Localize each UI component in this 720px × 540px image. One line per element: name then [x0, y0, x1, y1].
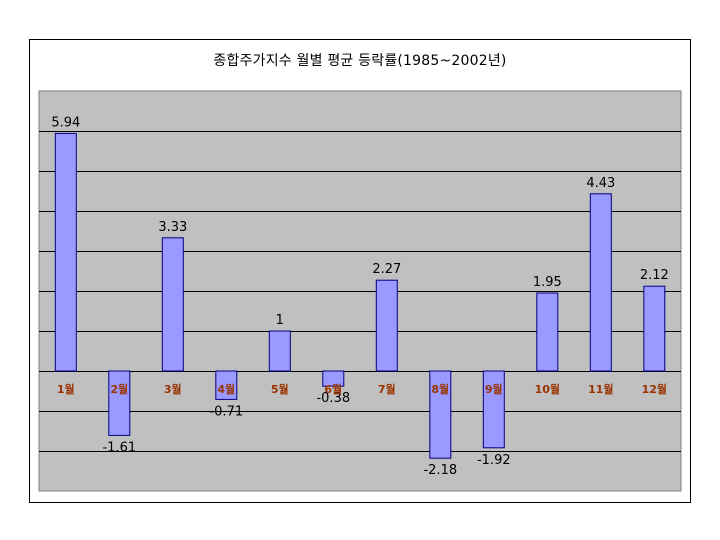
bar-5	[268, 330, 291, 372]
category-label-4: 4월	[217, 382, 235, 396]
bar-11	[589, 193, 612, 372]
category-label-10: 10월	[535, 382, 560, 396]
bar-4	[215, 370, 238, 400]
data-label-4: -0.71	[209, 404, 243, 419]
bar-1	[54, 132, 77, 372]
bar-7	[375, 279, 398, 372]
data-label-8: -2.18	[423, 463, 457, 478]
category-label-11: 11월	[588, 382, 613, 396]
data-label-10: 1.95	[533, 275, 562, 290]
data-label-2: -1.61	[102, 440, 136, 455]
bar-6	[322, 370, 345, 387]
bar-12	[643, 285, 666, 372]
data-label-9: -1.92	[477, 453, 511, 468]
data-label-1: 5.94	[51, 115, 80, 130]
bar-2	[108, 370, 131, 436]
category-label-5: 5월	[271, 382, 289, 396]
category-label-6: 6월	[324, 382, 342, 396]
category-label-8: 8월	[431, 382, 449, 396]
category-label-9: 9월	[485, 382, 503, 396]
bar-9	[482, 370, 505, 449]
bar-10	[536, 292, 559, 372]
category-label-7: 7월	[378, 382, 396, 396]
data-label-7: 2.27	[372, 262, 401, 277]
category-label-1: 1월	[57, 382, 75, 396]
data-label-11: 4.43	[586, 176, 615, 191]
data-label-12: 2.12	[640, 268, 669, 283]
data-label-5: 1	[276, 313, 284, 328]
bar-3	[161, 237, 184, 372]
data-label-3: 3.33	[158, 220, 187, 235]
bar-8	[429, 370, 452, 459]
category-label-12: 12월	[642, 382, 667, 396]
data-label-6: -0.38	[316, 391, 350, 406]
category-label-2: 2월	[110, 382, 128, 396]
category-label-3: 3월	[164, 382, 182, 396]
chart-title: 종합주가지수 월별 평균 등락률(1985~2002년)	[213, 53, 507, 69]
